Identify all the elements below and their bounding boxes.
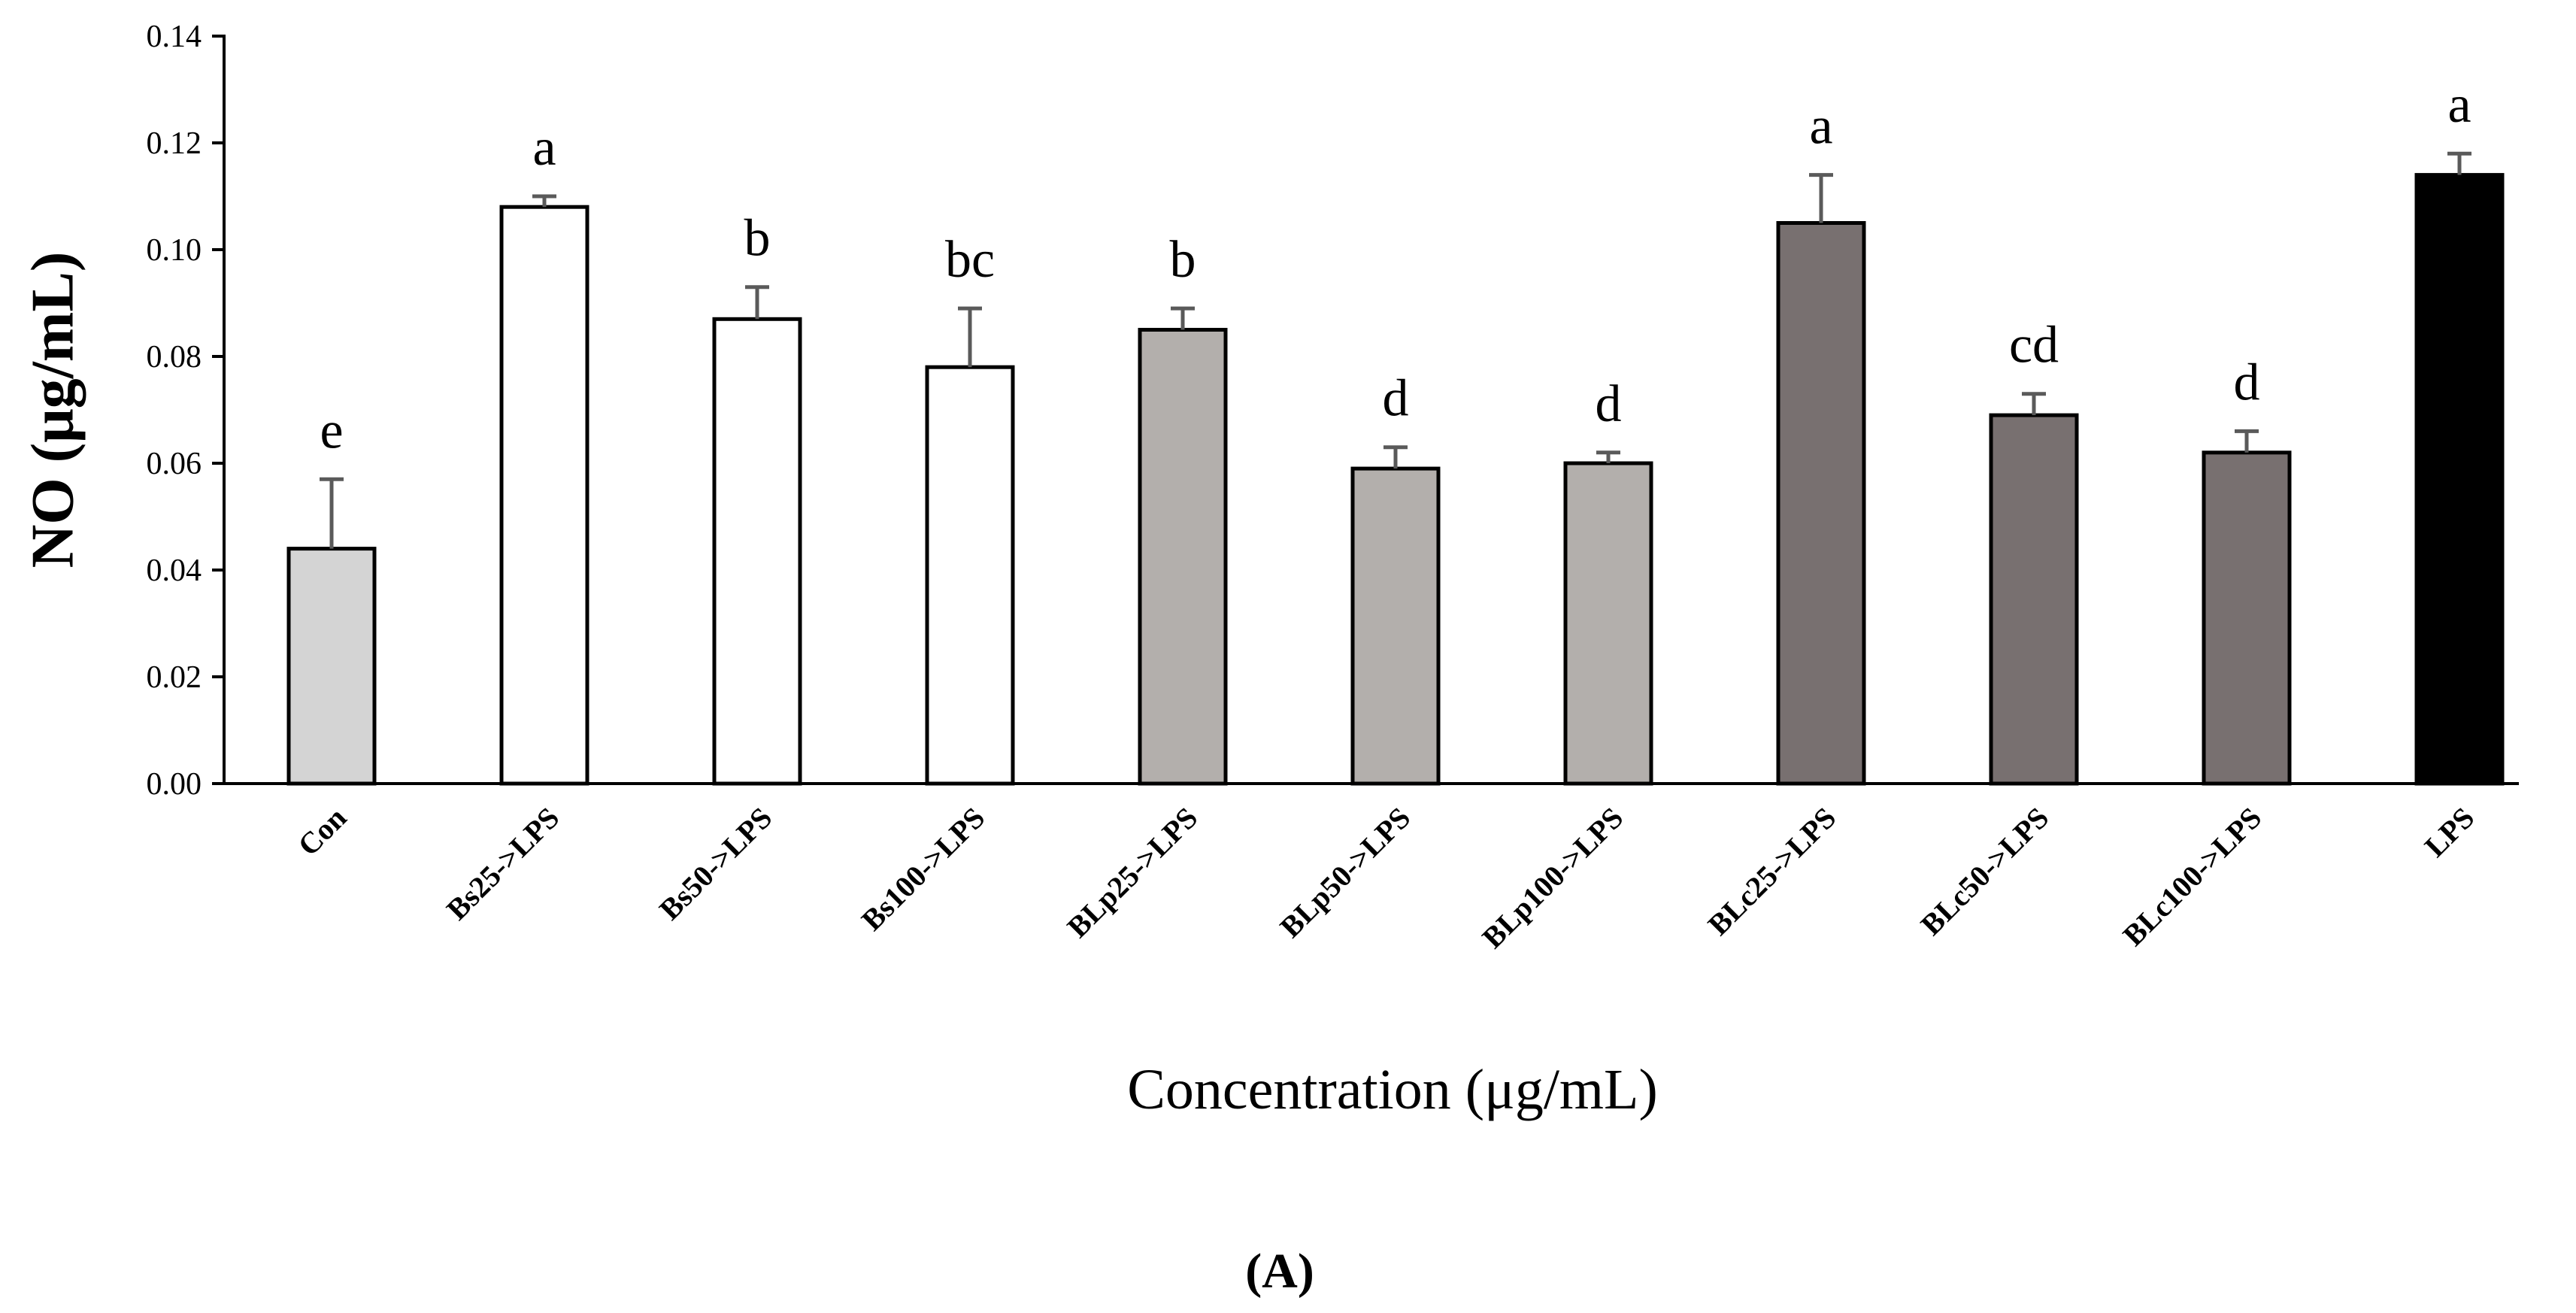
y-tick-label: 0.04 [147, 553, 202, 588]
y-tick-label: 0.08 [147, 340, 202, 374]
x-axis-category-labels: Con Bs25->LPS Bs50->LPS Bs100->LPS BLp25->LP… [291, 801, 2481, 955]
x-tick-label: BLc50->LPS [1914, 801, 2056, 942]
y-tick-label: 0.10 [147, 233, 202, 268]
significance-label: e [320, 402, 343, 459]
significance-label: d [1383, 370, 1409, 428]
significance-label: b [744, 210, 771, 268]
bar-bs25-lps [499, 205, 589, 786]
bar-blp100-lps [1563, 461, 1653, 786]
y-tick-label: 0.00 [147, 767, 202, 802]
x-tick-label: BLp50->LPS [1273, 801, 1417, 945]
bar-blc50-lps [1989, 413, 2079, 786]
x-tick-label: Bs100->LPS [855, 801, 992, 938]
bar-bs50-lps [712, 317, 802, 786]
bar-con [286, 547, 377, 786]
error-bars-group [320, 151, 2471, 549]
y-tick-label: 0.14 [147, 20, 202, 54]
significance-label: b [1170, 231, 1196, 289]
bar-blp25-lps [1138, 328, 1228, 786]
significance-label: d [1596, 375, 1622, 433]
x-tick-label: Bs50->LPS [653, 801, 778, 926]
y-axis-label: NO (μg/mL) [20, 252, 86, 569]
bar-lps [2414, 173, 2505, 786]
x-tick-label: BLp25->LPS [1060, 801, 1204, 945]
x-tick-label: Con [291, 801, 353, 863]
bar-bs100-lps [925, 365, 1015, 786]
significance-label: bc [945, 231, 995, 289]
significance-label: cd [2009, 317, 2059, 374]
significance-label: a [1809, 98, 1832, 156]
y-tick-label: 0.06 [147, 447, 202, 481]
significance-label: a [2447, 76, 2471, 134]
bar-blc100-lps [2202, 450, 2292, 786]
x-tick-label: Bs25->LPS [440, 801, 565, 926]
significance-label: a [532, 119, 556, 177]
bar-blc25-lps [1776, 221, 1866, 786]
x-tick-label: LPS [2418, 801, 2481, 864]
y-tick-label: 0.02 [147, 660, 202, 695]
x-axis-label: Concentration (μg/mL) [1127, 1058, 1658, 1121]
x-tick-label: BLp100->LPS [1475, 801, 1629, 955]
significance-label: d [2234, 353, 2260, 411]
significance-labels-group: e a b bc b d d a cd d a [320, 76, 2471, 459]
bars-group [286, 173, 2505, 786]
bar-blp50-lps [1350, 466, 1441, 786]
x-tick-label: BLc25->LPS [1702, 801, 1843, 942]
y-axis-ticks: 0.00 0.02 0.04 0.06 0.08 0.10 0.12 0.14 [147, 20, 224, 802]
y-tick-label: 0.12 [147, 126, 202, 161]
panel-label: (A) [1245, 1244, 1314, 1299]
x-tick-label: BLc100->LPS [2116, 801, 2268, 953]
